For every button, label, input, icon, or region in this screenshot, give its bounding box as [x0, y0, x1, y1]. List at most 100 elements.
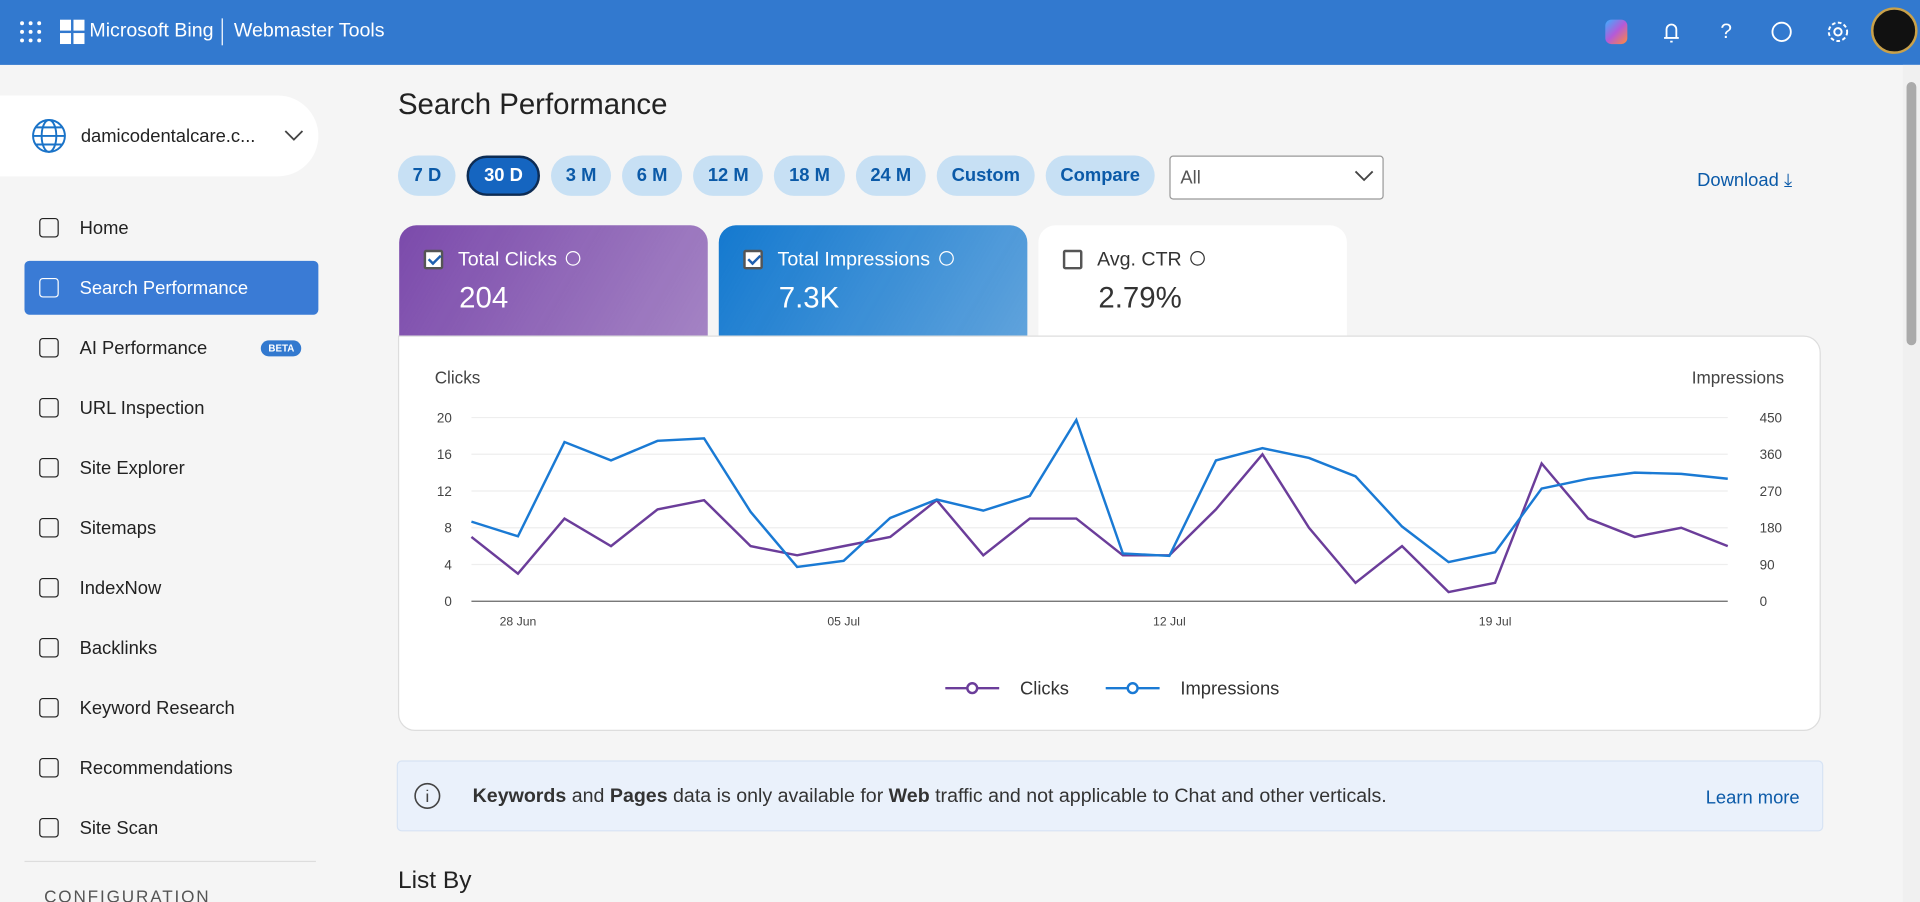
metric-card[interactable]: Total Clicks 204: [399, 225, 708, 336]
range-button[interactable]: 12 M: [693, 155, 764, 196]
checkbox: [423, 249, 444, 270]
range-button[interactable]: Compare: [1045, 155, 1155, 196]
nav-label: Home: [79, 217, 129, 239]
product: Webmaster Tools: [233, 20, 385, 42]
metric-card[interactable]: Total Impressions 7.3K: [718, 225, 1028, 336]
notice-part: Keywords: [472, 786, 567, 807]
notice-text: Keywords and Pages data is only availabl…: [473, 786, 1387, 808]
metric-label: Avg. CTR: [1097, 249, 1182, 271]
chevron: [1354, 170, 1374, 182]
metric-card[interactable]: Avg. CTR 2.79%: [1038, 225, 1347, 336]
nav-icon: [39, 697, 59, 718]
nav-item[interactable]: AI Performance BETA: [24, 321, 318, 375]
globe-icon: [32, 119, 66, 153]
range-button[interactable]: 6 M: [622, 155, 683, 196]
legend-marker: [966, 682, 979, 695]
nav-label: IndexNow: [79, 577, 162, 599]
scrollbar: [1902, 64, 1920, 902]
filter-value: All: [1180, 167, 1201, 189]
nav-label: Search Performance: [79, 277, 249, 299]
range-button[interactable]: 3 M: [551, 155, 612, 196]
y2-tick-label: 0: [1760, 594, 1767, 609]
avatar[interactable]: [1871, 7, 1918, 54]
y2-tick-label: 180: [1760, 521, 1782, 536]
y-tick-label: 16: [437, 447, 452, 462]
svg-text:?: ?: [1720, 20, 1732, 43]
nav-icon: [39, 337, 59, 358]
nav-label: Recommendations: [79, 757, 233, 779]
range-button[interactable]: 24 M: [855, 155, 926, 196]
nav-item[interactable]: Recommendations: [24, 741, 318, 795]
nav-item[interactable]: URL Inspection: [24, 381, 318, 435]
y-tick-label: 4: [444, 557, 452, 572]
y-tick-label: 0: [444, 594, 451, 609]
nav-label: Sitemaps: [79, 517, 157, 539]
notice-part: traffic and not applicable to Chat and o…: [929, 786, 1387, 807]
page-title: Search Performance: [397, 88, 668, 122]
apps-icon[interactable]: [20, 21, 42, 43]
section-label: CONFIGURATION: [44, 886, 211, 902]
info-icon: [565, 251, 581, 266]
series-line: [470, 452, 1729, 594]
notice: Keywords and Pages data is only availabl…: [396, 760, 1824, 832]
settings-icon[interactable]: [1826, 20, 1850, 44]
x-tick-label: 19 Jul: [1479, 615, 1512, 629]
brand: Microsoft Bing: [89, 20, 214, 42]
nav-item[interactable]: Site Explorer: [24, 441, 318, 495]
x-tick-label: 12 Jul: [1153, 615, 1186, 629]
nav-item[interactable]: Sitemaps: [24, 501, 318, 555]
notice-part: data is only available for: [667, 786, 889, 807]
y2-tick-label: 270: [1760, 484, 1782, 499]
nav-icon: [39, 517, 59, 538]
metric-label: Total Impressions: [777, 249, 931, 271]
download-label: Download: [1697, 170, 1779, 192]
metric-head: Total Clicks: [423, 249, 708, 272]
learn-more[interactable]: Learn more: [1705, 787, 1800, 809]
range-button[interactable]: 30 D: [466, 155, 541, 196]
y2-axis-label: Impressions: [1692, 367, 1784, 387]
metric-label: Total Clicks: [457, 249, 558, 271]
nav-item[interactable]: Backlinks: [24, 621, 318, 675]
nav-icon: [39, 277, 59, 298]
y-tick-label: 20: [437, 410, 452, 425]
nav-icon: [39, 757, 59, 778]
info-icon: [938, 251, 954, 266]
nav-icon: [39, 457, 59, 478]
notice-part: Pages: [609, 786, 668, 807]
nav-item[interactable]: Site Scan: [24, 801, 318, 855]
copilot-icon[interactable]: [1605, 19, 1628, 45]
filter-select[interactable]: All: [1169, 155, 1384, 200]
legend-label: Clicks: [1020, 677, 1069, 698]
download[interactable]: Download ⤓: [1697, 170, 1793, 192]
nav-item[interactable]: Search Performance: [24, 260, 319, 315]
nav-icon: [39, 217, 59, 238]
info-icon: [1190, 251, 1205, 266]
series-line: [471, 417, 1728, 569]
range-button[interactable]: Custom: [936, 155, 1035, 196]
site-selector[interactable]: damicodentalcare.c...: [0, 95, 319, 177]
metric-head: Total Impressions: [743, 249, 1027, 272]
metric-value: 7.3K: [778, 281, 840, 315]
metric-head: Avg. CTR: [1062, 249, 1347, 272]
site-name: damicodentalcare.c...: [80, 126, 256, 147]
legend-marker: [1126, 682, 1139, 695]
nav-item[interactable]: IndexNow: [24, 561, 318, 615]
notice-part: Web: [888, 786, 930, 807]
range-button[interactable]: 7 D: [397, 155, 456, 196]
scroll-thumb[interactable]: [1906, 82, 1917, 346]
range-button[interactable]: 18 M: [774, 155, 845, 196]
nav-item[interactable]: Home: [24, 201, 318, 255]
y2-tick-label: 90: [1760, 557, 1775, 572]
y2-tick-label: 360: [1760, 447, 1782, 462]
nav-item[interactable]: Keyword Research: [24, 681, 318, 735]
y-axis-label: Clicks: [435, 367, 481, 387]
chart-card: [397, 335, 1821, 732]
nav-label: Keyword Research: [79, 697, 235, 719]
chevron: [284, 130, 304, 141]
nav-label: Site Scan: [79, 817, 159, 839]
checkbox: [1062, 249, 1083, 270]
header-icons: ?: [1664, 20, 1792, 43]
nav-icon: [39, 397, 59, 418]
